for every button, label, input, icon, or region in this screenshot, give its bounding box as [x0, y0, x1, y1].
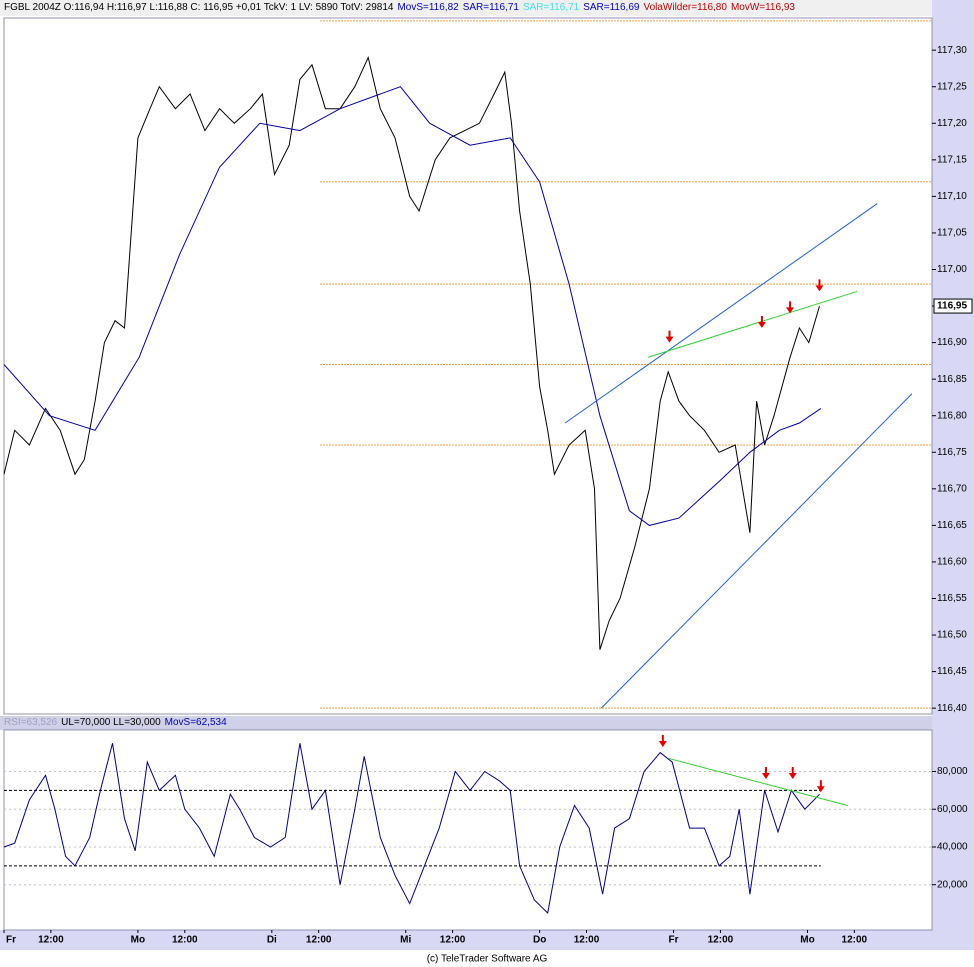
right-axis-panel	[932, 0, 974, 950]
y-tick-label: 116,55	[937, 593, 967, 604]
y-tick-label: 116,40	[937, 703, 967, 714]
x-axis-panel	[0, 930, 974, 950]
header-item: VolaWilder=116,80	[643, 2, 727, 13]
x-tick-label: Mo	[131, 935, 145, 946]
x-tick-label: Fr	[6, 935, 16, 946]
x-tick-label: Di	[267, 935, 277, 946]
header-item: MovS=116,82	[397, 2, 459, 13]
header-item: SAR=116,71	[462, 2, 519, 13]
series-line	[3, 86, 822, 526]
y-tick-label: 116,85	[937, 374, 967, 385]
last-price-box	[933, 298, 973, 314]
header-item: MovS=62,534	[164, 717, 227, 728]
y-tick-label: 20,000	[937, 879, 968, 890]
footer: (c) TeleTrader Software AG	[427, 954, 548, 965]
x-tick-label: Mi	[400, 935, 411, 946]
x-tick-label: Do	[533, 935, 546, 946]
y-tick-label: 117,05	[937, 228, 967, 239]
x-tick-label: 12:00	[574, 935, 600, 946]
y-tick-label: 116,50	[937, 630, 967, 641]
x-tick-label: 12:00	[842, 935, 868, 946]
last-price-label: 116,95	[937, 301, 967, 312]
header-strip	[0, 0, 932, 16]
x-tick-label: 12:00	[440, 935, 466, 946]
series-line	[3, 743, 820, 915]
price-header: FGBL 2004Z O:116,94 H:116,97 L:116,88 C:…	[4, 2, 799, 13]
x-tick-label: 12:00	[172, 935, 198, 946]
y-tick-label: 117,20	[937, 118, 967, 129]
y-tick-label: 116,80	[937, 410, 967, 421]
series-line	[3, 55, 820, 650]
trend-line	[668, 757, 848, 806]
arrow-marker	[786, 301, 795, 314]
trend-line	[647, 290, 858, 358]
y-tick-label: 117,10	[937, 191, 967, 202]
y-tick-label: 116,45	[937, 666, 967, 677]
y-tick-label: 80,000	[937, 766, 968, 777]
header-item: MovW=116,93	[730, 2, 795, 13]
y-tick-label: 116,90	[937, 337, 967, 348]
header-item: SAR=116,69	[583, 2, 640, 13]
trend-line	[600, 393, 913, 709]
header-item: RSI=63,526	[4, 717, 58, 728]
arrow-marker	[788, 767, 797, 780]
arrow-marker	[757, 315, 766, 328]
rsi-header-strip	[0, 716, 932, 730]
header-item: UL=70,000 LL=30,000	[61, 717, 161, 728]
arrow-marker	[815, 279, 824, 292]
arrow-marker	[665, 330, 674, 343]
x-tick-label: 12:00	[708, 935, 734, 946]
y-tick-label: 116,60	[937, 557, 967, 568]
x-tick-label: 12:00	[306, 935, 332, 946]
header-item: FGBL 2004Z O:116,94 H:116,97 L:116,88 C:…	[4, 2, 394, 13]
y-tick-label: 40,000	[937, 842, 968, 853]
y-tick-label: 116,75	[937, 447, 967, 458]
y-tick-label: 117,15	[937, 154, 967, 165]
x-tick-label: Mo	[800, 935, 814, 946]
arrow-marker	[761, 767, 770, 780]
header-item: SAR=116,71	[522, 2, 580, 13]
rsi-header: RSI=63,526 UL=70,000 LL=30,000 MovS=62,534	[4, 717, 231, 728]
x-tick-label: 12:00	[38, 935, 64, 946]
y-tick-label: 117,30	[937, 45, 967, 56]
trend-line	[564, 203, 878, 424]
rsi-frame	[3, 729, 933, 931]
arrow-marker	[658, 734, 667, 747]
y-tick-label: 117,00	[937, 264, 967, 275]
arrow-marker	[816, 780, 825, 793]
y-tick-label: 116,65	[937, 520, 967, 531]
x-tick-label: Fr	[669, 935, 679, 946]
y-tick-label: 117,25	[937, 81, 967, 92]
y-tick-label: 116,70	[937, 483, 967, 494]
price-frame	[3, 17, 933, 715]
y-tick-label: 60,000	[937, 804, 968, 815]
